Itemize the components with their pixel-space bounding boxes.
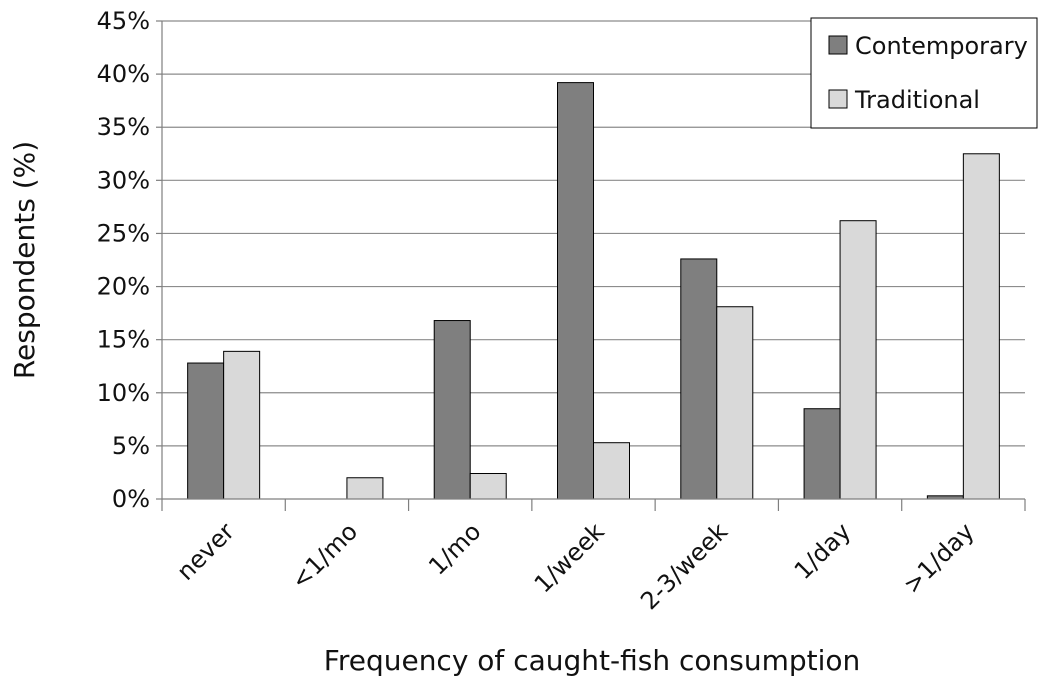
y-tick-label: 20% xyxy=(97,273,150,301)
y-tick-label: 25% xyxy=(97,219,150,247)
y-tick-label: 0% xyxy=(112,485,150,513)
x-tick-label: 1/mo xyxy=(423,517,486,580)
axes xyxy=(156,20,1026,511)
legend-swatch-contemporary xyxy=(828,35,848,55)
y-tick-labels: 0% 5% 10% 15% 20% 25% 30% 35% 40% 45% xyxy=(97,7,150,513)
x-tick-label: never xyxy=(171,517,240,586)
y-axis-title: Respondents (%) xyxy=(8,141,41,379)
x-tick-label: 1/day xyxy=(789,517,857,585)
bar-traditional-6 xyxy=(962,153,1000,500)
legend-label-contemporary: Contemporary xyxy=(855,32,1028,60)
legend: Contemporary Traditional xyxy=(810,17,1038,129)
bar-traditional-2 xyxy=(469,473,507,500)
x-axis-title: Frequency of caught-fish consumption xyxy=(324,644,861,677)
y-tick-label: 10% xyxy=(97,379,150,407)
bar-traditional-3 xyxy=(593,442,630,500)
bar-traditional-1 xyxy=(346,477,384,500)
bar-traditional-5 xyxy=(839,220,877,500)
y-tick-label: 45% xyxy=(97,7,150,35)
bar-contemporary-3 xyxy=(557,82,594,500)
bar-contemporary-4 xyxy=(680,258,718,500)
y-tick-label: 40% xyxy=(97,60,150,88)
x-tick-label: <1/mo xyxy=(286,517,363,594)
legend-swatch-traditional xyxy=(828,89,848,109)
bar-traditional-0 xyxy=(223,350,261,500)
x-tick-labels: never <1/mo 1/mo 1/week 2-3/week 1/day >1/day xyxy=(171,517,979,615)
y-tick-label: 30% xyxy=(97,166,150,194)
bars xyxy=(187,82,1000,500)
bar-contemporary-5 xyxy=(803,408,841,500)
legend-label-traditional: Traditional xyxy=(854,86,980,114)
y-tick-label: 5% xyxy=(112,432,150,460)
y-tick-label: 35% xyxy=(97,113,150,141)
x-tick-label: 2-3/week xyxy=(635,517,733,615)
bar-contemporary-2 xyxy=(433,320,471,500)
legend-box xyxy=(810,17,1038,129)
y-tick-label: 15% xyxy=(97,326,150,354)
x-tick-label: >1/day xyxy=(898,517,980,599)
x-tick-label: 1/week xyxy=(529,517,610,598)
bar-traditional-4 xyxy=(716,306,754,500)
bar-contemporary-0 xyxy=(187,362,225,500)
